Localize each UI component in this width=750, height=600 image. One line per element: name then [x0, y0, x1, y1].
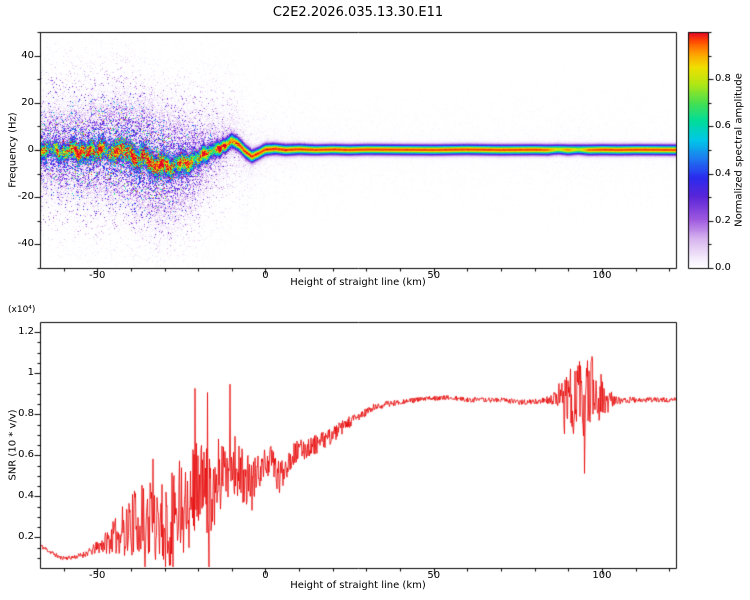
tick-label: 1 — [27, 367, 34, 379]
tick-label: 0.8 — [18, 408, 34, 420]
tick-label: 0 — [27, 144, 34, 155]
tick-label: -40 — [17, 238, 34, 250]
tick-label: 0.6 — [715, 120, 731, 132]
tick-label: 0.4 — [715, 167, 731, 179]
tick-label: 20 — [21, 96, 34, 108]
tick-label: 0 — [262, 270, 269, 281]
tick-label: -50 — [89, 270, 106, 281]
tick-label: 0.2 — [18, 531, 34, 543]
colorbar-label: Normalized spectral amplitude — [733, 73, 745, 227]
tick-label: 100 — [592, 570, 612, 581]
figure-title: C2E2.2026.035.13.30.E11 — [272, 5, 444, 20]
tick-label: 0.0 — [715, 262, 731, 273]
tick-label: -20 — [17, 191, 34, 203]
tick-label: 0 — [262, 570, 269, 581]
tick-label: 0.4 — [18, 490, 34, 502]
bottom-scale-label: (x10⁴) — [8, 305, 36, 315]
tick-label: 40 — [21, 49, 34, 61]
tick-label: 0.2 — [715, 214, 731, 226]
tick-label: 100 — [592, 270, 612, 281]
tick-label: 1.2 — [18, 326, 34, 338]
top-xlabel: Height of straight line (km) — [290, 277, 426, 288]
bottom-ylabel: SNR (10 * v/v) — [7, 409, 19, 481]
tick-label: 0.8 — [715, 73, 731, 85]
bottom-xlabel: Height of straight line (km) — [290, 580, 426, 591]
tick-label: -50 — [89, 570, 106, 581]
tick-label: 0.6 — [18, 449, 34, 461]
tick-label: 50 — [427, 270, 441, 281]
tick-label: 50 — [427, 570, 441, 581]
